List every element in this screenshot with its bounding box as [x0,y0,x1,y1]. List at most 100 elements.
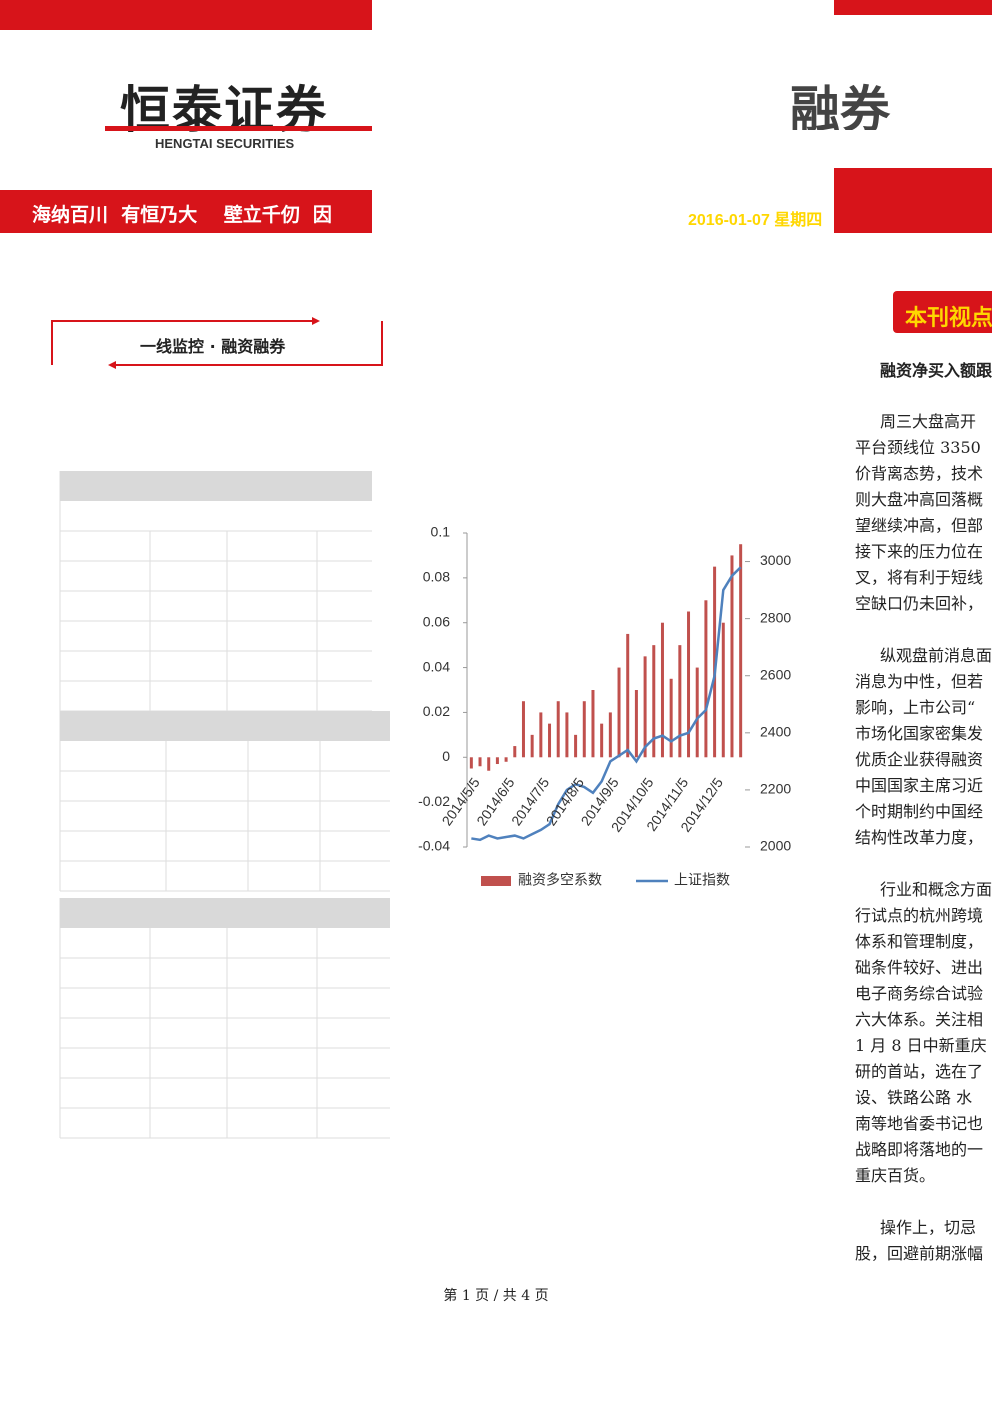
bar [548,723,552,758]
text-line: 重庆百货。 [855,1166,936,1185]
bar [513,746,517,758]
bar [704,600,708,758]
top-band [834,0,992,15]
date-band [834,168,992,233]
text-line: 望继续冲高，但部 [855,516,984,535]
bar [634,690,638,758]
bar [678,645,682,758]
text-line: 结构性改革力度， [855,828,984,847]
logo-en: HENGTAI SECURITIES [155,136,295,151]
text-line: 战略即将落地的一 [855,1140,984,1159]
bar [574,734,578,758]
bar [487,757,491,771]
slogan-band: 海纳百川 有恒乃大 壁立千仞 因 [0,190,372,233]
text-line: 电子商务综合试验 [855,984,984,1003]
bar [600,723,604,758]
y2-tick-label: 2000 [760,838,791,854]
article-heading: 融资净买入额跟 [880,361,992,380]
text-line: 股，回避前期涨幅 [855,1244,984,1263]
y-tick-label: -0.02 [418,793,450,809]
text-line: 六大体系。关注相 [855,1010,984,1029]
text-line: 周三大盘高开 [880,412,977,431]
y-tick-label: -0.04 [418,838,450,854]
y-tick-label: 0.04 [423,658,450,674]
bar [695,667,699,758]
logo-rule [105,126,372,131]
banner-clip: 融券 [790,70,992,130]
text-line: 接下来的压力位在 [855,542,984,561]
top-band [0,0,372,30]
bar [643,656,647,758]
slogan: 海纳百川 有恒乃大 壁立千仞 因 [32,204,332,226]
y-tick-label: 0.08 [423,569,450,585]
bar [713,566,717,758]
text-line: 空缺口仍未回补， [855,594,984,613]
bar [539,712,543,758]
bar [721,622,725,758]
sidebar-title: 本刊视点 [905,306,992,331]
text-line: 价背离态势，技术 [855,464,984,483]
bar [521,701,525,758]
text-line: 南等地省委书记也 [855,1114,984,1133]
legend-swatch [481,876,511,886]
bar [582,701,586,758]
table-header [60,711,390,741]
text-line: 消息为中性，但若 [855,672,984,691]
footer: 第 1 页 / 共 4 页 [443,1288,549,1304]
text-line: 1 月 8 日中新重庆 [855,1036,987,1055]
sidebar-box: 本刊视点 [893,291,992,333]
text-line: 优质企业获得融资 [855,750,984,769]
y-tick-label: 0.06 [423,613,450,629]
y2-tick-label: 2800 [760,609,791,625]
text-line: 影响，上市公司“ [855,698,976,717]
text-line: 个时期制约中国经 [855,802,984,821]
bar [556,701,560,758]
bar [591,690,595,758]
frame [51,320,318,365]
text-line: 平台颈线位 3350 [855,438,981,457]
bar [495,757,499,765]
text-line: 础条件较好、进出 [855,958,984,977]
y-tick-label: 0 [442,748,450,764]
frame [110,321,383,366]
arrow [312,317,320,325]
table-header [60,898,390,928]
date: 2016-01-07 星期四 [688,212,823,229]
bar [687,611,691,758]
y-tick-label: 0.02 [423,703,450,719]
text-line: 体系和管理制度， [855,932,984,951]
text-line: 则大盘冲高回落概 [855,490,984,509]
bar [739,544,743,758]
text-line: 研的首站，选在了 [855,1062,984,1081]
y2-tick-label: 2200 [760,781,791,797]
table-header [60,471,372,501]
bar [652,645,656,758]
text-line: 纵观盘前消息面 [880,646,992,665]
bar [504,757,508,762]
bar [617,667,621,758]
text-line: 市场化国家密集发 [855,724,984,743]
bar [530,734,534,758]
arrow [108,361,116,369]
bar [469,757,473,769]
bar [730,555,734,758]
text-line: 行试点的杭州跨境 [855,906,984,925]
bar [626,633,630,758]
bar [608,712,612,758]
legend-label: 上证指数 [674,872,730,888]
bar [565,712,569,758]
y2-tick-label: 2400 [760,724,791,740]
y2-tick-label: 3000 [760,552,791,568]
y-tick-label: 0.1 [431,524,451,540]
text-line: 叉，将有利于短线 [855,568,984,587]
line [471,566,742,842]
text-line: 中国国家主席习近 [855,776,984,795]
y2-tick-label: 2600 [760,666,791,682]
legend-label: 融资多空系数 [518,872,602,888]
text-line: 操作上，切忌 [880,1218,977,1237]
text-line: 行业和概念方面 [880,880,992,899]
section-label: 一线监控 · 融资融券 [140,337,286,356]
text-line: 设、铁路公路 水 [855,1088,973,1107]
